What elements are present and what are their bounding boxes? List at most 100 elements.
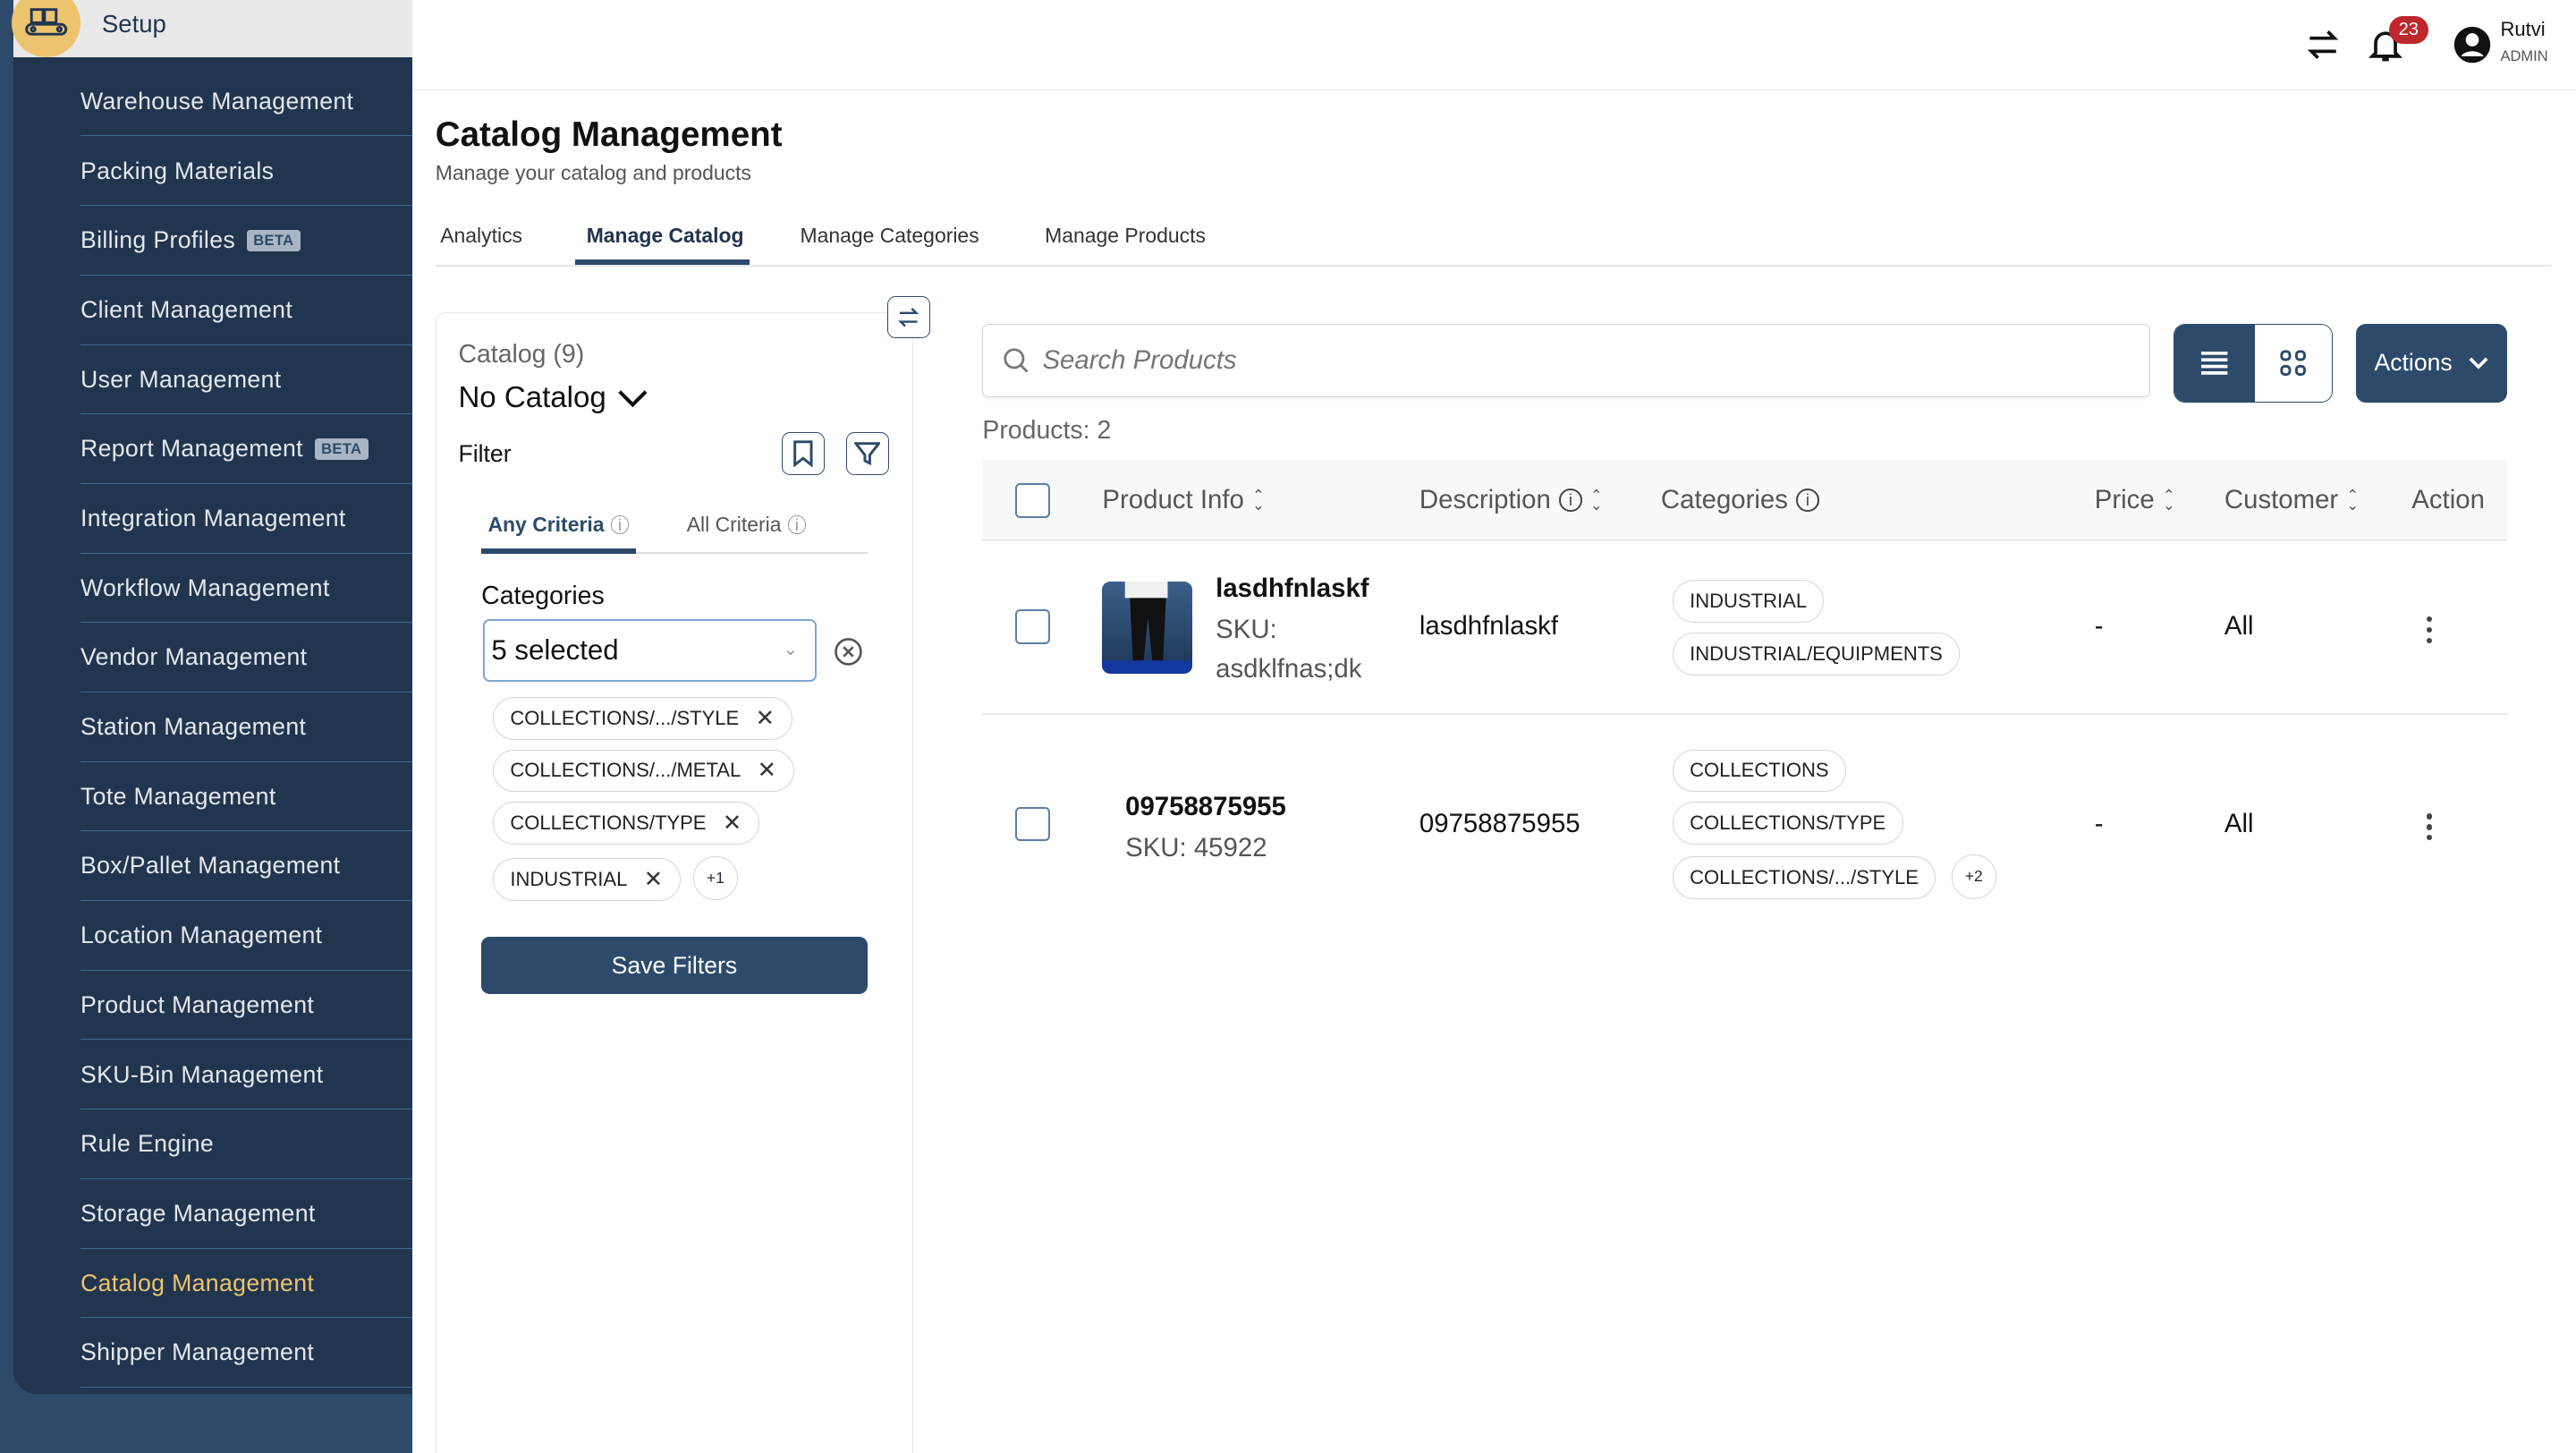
more-chips-badge[interactable]: +1 [693, 855, 738, 901]
criteria-divider [481, 552, 868, 554]
sidebar-item-integration-management[interactable]: Integration Management [80, 484, 412, 554]
categories-value: 5 selected [491, 634, 619, 667]
categories-select[interactable]: 5 selected ⌄ [482, 619, 817, 683]
sort-icon: ⌃ ⌄ [1589, 486, 1603, 514]
list-icon [2201, 352, 2228, 375]
product-thumbnail[interactable] [1102, 582, 1193, 675]
sidebar-item-catalog-management[interactable]: Catalog Management [80, 1249, 412, 1319]
save-filters-button[interactable]: Save Filters [481, 936, 868, 995]
sidebar-item-tote-management[interactable]: Tote Management [80, 762, 412, 832]
product-name[interactable]: lasdhfnlaskf [1216, 574, 1369, 603]
list-view-button[interactable] [2174, 324, 2255, 402]
sidebar-item-product-management[interactable]: Product Management [80, 971, 412, 1041]
sidebar-item-location-management[interactable]: Location Management [80, 902, 412, 971]
tab-manage-products[interactable]: Manage Products [1045, 223, 1206, 247]
info-icon: i [1559, 488, 1582, 512]
sidebar-item-user-management[interactable]: User Management [80, 345, 412, 415]
select-all-checkbox[interactable] [1015, 482, 1050, 518]
info-icon: i [610, 515, 630, 534]
sidebar-item-client-management[interactable]: Client Management [80, 276, 412, 345]
sidebar-item-billing-profiles[interactable]: Billing Profiles BETA [80, 207, 412, 276]
column-description[interactable]: Description i ⌃ ⌄ [1419, 485, 1603, 515]
column-price[interactable]: Price ⌃ ⌄ [2095, 485, 2175, 515]
products-count: Products: 2 [982, 415, 1112, 445]
chevron-down-icon: ⌄ [783, 639, 799, 659]
close-icon[interactable]: ✕ [757, 758, 777, 784]
tabs-divider [435, 264, 2552, 267]
search-input[interactable] [1042, 345, 2029, 377]
view-toggle [2173, 323, 2334, 403]
more-options-icon[interactable] [2426, 813, 2433, 845]
clear-categories-icon[interactable] [833, 636, 864, 675]
product-description: lasdhfnlaskf [1419, 611, 1559, 642]
tab-manage-catalog[interactable]: Manage Catalog [586, 223, 744, 247]
more-categories-badge[interactable]: +2 [1951, 854, 1996, 899]
product-description: 09758875955 [1419, 808, 1580, 838]
info-icon: i [1796, 488, 1819, 512]
grid-view-button[interactable] [2254, 324, 2333, 402]
product-sku-label: SKU: [1216, 614, 1277, 644]
tab-analytics[interactable]: Analytics [440, 223, 523, 247]
grid-icon [2280, 350, 2307, 377]
bookmark-icon [793, 440, 813, 467]
sidebar-item-label: Report Management [80, 435, 303, 463]
user-avatar-icon[interactable] [2453, 25, 2492, 72]
chip-label: COLLECTIONS/.../STYLE [510, 706, 740, 729]
sidebar-item-packing-materials[interactable]: Packing Materials [80, 137, 412, 207]
sidebar-item-warehouse-management[interactable]: Warehouse Management [80, 67, 412, 137]
sidebar-item-rule-engine[interactable]: Rule Engine [80, 1110, 412, 1179]
top-bar [412, 0, 2576, 91]
product-customer: All [2224, 808, 2254, 838]
sidebar-item-label: Storage Management [80, 1199, 316, 1227]
product-sku: asdklfnas;dk [1216, 654, 1362, 684]
sidebar-item-storage-management[interactable]: Storage Management [80, 1179, 412, 1249]
product-customer: All [2224, 611, 2254, 642]
sidebar-item-box-pallet-management[interactable]: Box/Pallet Management [80, 832, 412, 902]
sort-icon: ⌃ ⌄ [1252, 486, 1265, 514]
sidebar-item-label: Box/Pallet Management [80, 852, 341, 879]
sidebar-item-report-management[interactable]: Report Management BETA [80, 415, 412, 484]
sidebar-item-label: Vendor Management [80, 643, 308, 671]
filter-chip: COLLECTIONS/.../METAL ✕ [493, 749, 794, 793]
sidebar-item-station-management[interactable]: Station Management [80, 693, 412, 762]
category-chip: COLLECTIONS [1672, 749, 1846, 793]
chevron-down-icon [2469, 357, 2488, 370]
actions-label: Actions [2374, 349, 2453, 377]
info-icon: i [787, 515, 807, 534]
actions-button[interactable]: Actions [2355, 323, 2507, 403]
tab-all-criteria[interactable]: All Criteria i [687, 513, 807, 537]
sidebar-item-label: User Management [80, 365, 282, 393]
sidebar-item-label: Packing Materials [80, 157, 275, 184]
row-checkbox[interactable] [1015, 609, 1050, 644]
filter-button[interactable] [845, 432, 889, 475]
sidebar-item-sku-bin-management[interactable]: SKU-Bin Management [80, 1041, 412, 1110]
close-icon[interactable]: ✕ [722, 811, 742, 837]
column-label: Categories [1660, 484, 1788, 514]
swap-panel-button[interactable] [886, 295, 930, 339]
sidebar-item-label: Client Management [80, 295, 293, 323]
chevron-down-icon [618, 390, 648, 408]
sidebar-item-workflow-management[interactable]: Workflow Management [80, 554, 412, 624]
bookmark-button[interactable] [782, 432, 826, 475]
product-name[interactable]: 09758875955 [1125, 792, 1286, 822]
column-label: Product Info [1102, 484, 1244, 514]
switch-icon[interactable] [2303, 25, 2343, 72]
close-icon[interactable]: ✕ [643, 866, 664, 892]
close-icon[interactable]: ✕ [755, 705, 775, 731]
tab-manage-categories[interactable]: Manage Categories [800, 223, 979, 247]
sidebar-item-shipper-management[interactable]: Shipper Management [80, 1319, 412, 1388]
more-options-icon[interactable] [2426, 616, 2433, 649]
sidebar-item-label: Warehouse Management [80, 87, 354, 115]
beta-badge: BETA [314, 438, 369, 460]
row-checkbox[interactable] [1015, 806, 1050, 842]
category-chip: COLLECTIONS/TYPE [1672, 802, 1903, 845]
sidebar-item-label: Workflow Management [80, 574, 330, 601]
column-product-info[interactable]: Product Info ⌃ ⌄ [1102, 485, 1264, 515]
sidebar-header-label: Setup [101, 10, 166, 38]
tab-any-criteria[interactable]: Any Criteria i [487, 513, 630, 537]
filter-chip: INDUSTRIAL ✕ [493, 857, 681, 901]
sidebar-item-vendor-management[interactable]: Vendor Management [80, 624, 412, 693]
catalog-dropdown[interactable]: No Catalog [458, 381, 648, 415]
column-customer[interactable]: Customer ⌃ ⌄ [2224, 485, 2359, 515]
category-chip: INDUSTRIAL [1672, 580, 1825, 624]
